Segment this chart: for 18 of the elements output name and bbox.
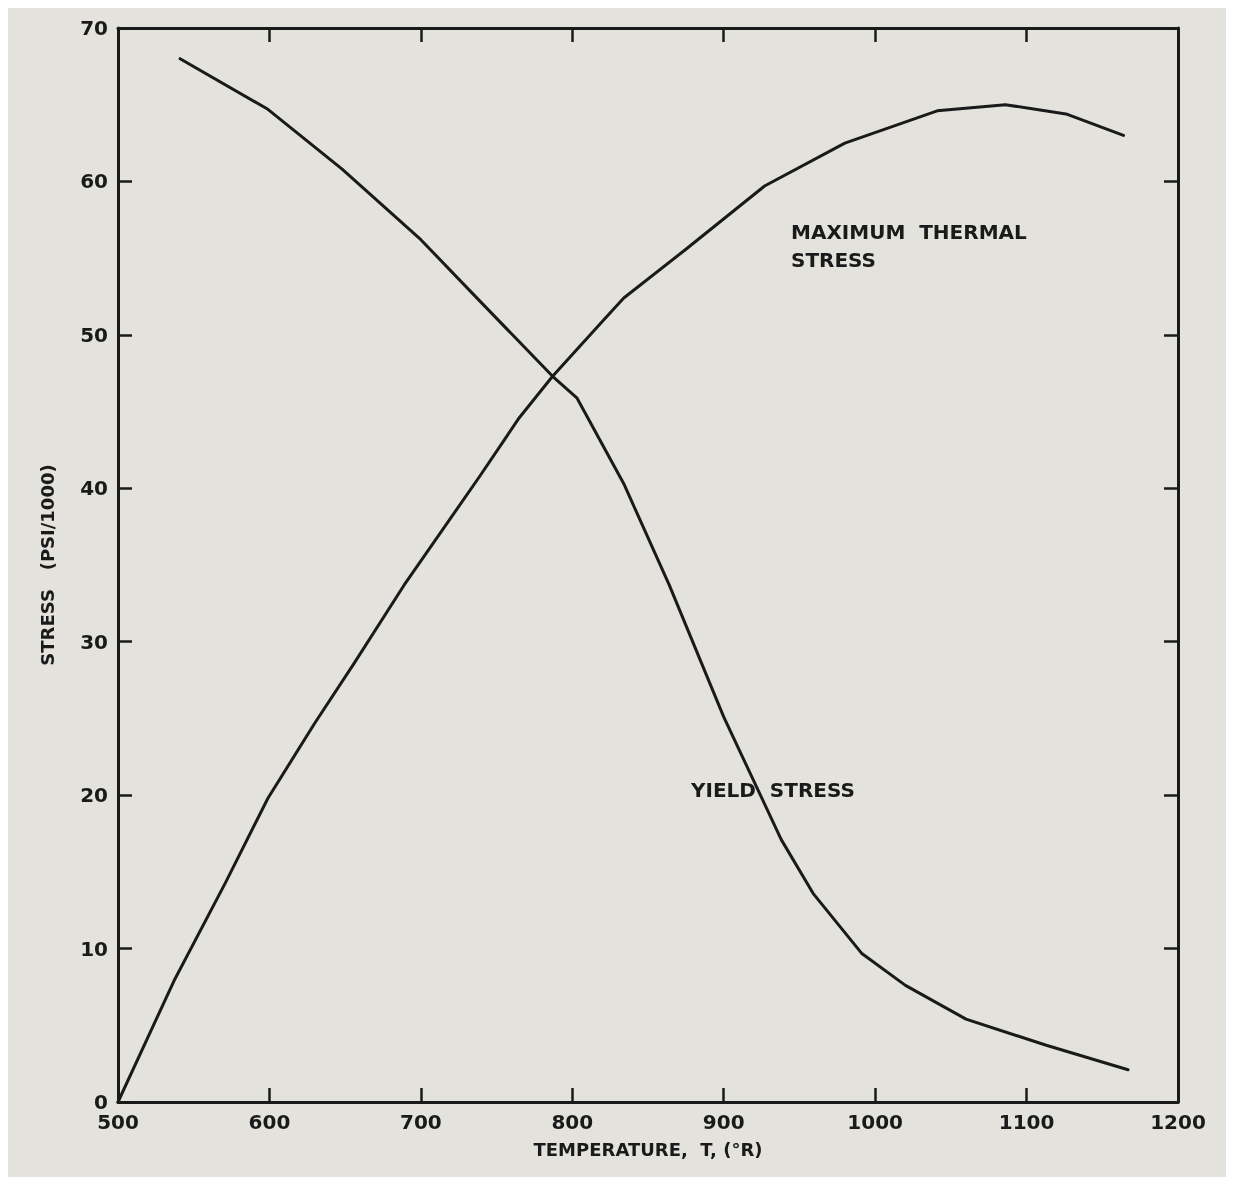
x-tick-label: 1200 [1150, 1110, 1206, 1134]
y-tick-label: 50 [80, 322, 108, 347]
text: MAXIMUM THERMAL STRESS [791, 220, 1034, 272]
y-axis-title: STRESS (PSI/1000) [36, 464, 58, 666]
x-tick-label: 800 [551, 1110, 594, 1134]
y-tick-label: 60 [80, 169, 108, 194]
x-tick-label: 900 [702, 1110, 745, 1134]
x-tick-label: 600 [248, 1110, 291, 1134]
y-tick-label: 70 [80, 16, 108, 40]
y-tick-label: 40 [80, 476, 108, 501]
y-tick-label: 20 [80, 783, 108, 808]
x-axis-title: TEMPERATURE, T, (°R) [533, 1138, 763, 1160]
x-tick-label: 1100 [998, 1110, 1055, 1134]
y-tick-label: 10 [80, 936, 108, 961]
series-label: YIELD STRESS [690, 778, 855, 802]
x-tick-label: 1000 [847, 1110, 903, 1134]
y-tick-label: 30 [80, 629, 108, 654]
x-tick-label: 700 [399, 1110, 442, 1134]
